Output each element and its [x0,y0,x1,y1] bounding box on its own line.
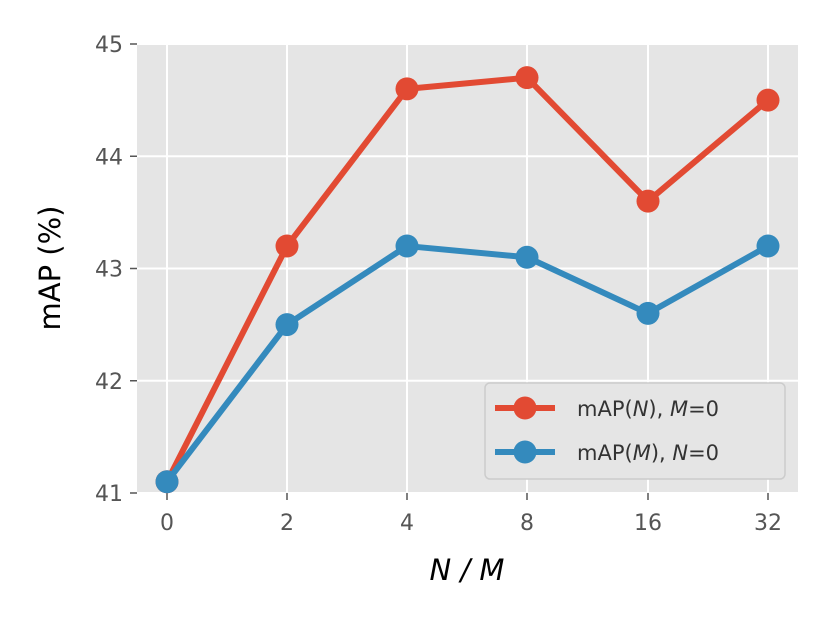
x-tick-label: 2 [280,511,294,536]
y-tick-label: 45 [95,33,123,58]
data-point [155,470,179,494]
series [155,66,780,494]
legend-label-variable: M [670,397,688,421]
data-point [756,88,780,112]
x-axis-ticks: 0 2 4 8 16 32 [160,493,782,536]
legend-label: mAP(M), N=0 [577,441,719,465]
legend-label: mAP(N), M=0 [577,397,719,421]
legend-label-variable: M [633,441,651,465]
legend-label-text: mAP( [577,397,633,421]
legend-marker [513,396,537,420]
data-point [275,313,299,337]
y-tick-label: 41 [95,482,123,507]
data-point [756,234,780,258]
x-tick-label: 8 [520,511,534,536]
legend-label-text: ), [651,441,673,465]
y-tick-label: 43 [95,258,123,283]
legend-label-text: =0 [688,397,719,421]
y-tick-label: 42 [95,370,123,395]
data-point [636,301,660,325]
y-tick-label: 44 [95,145,123,170]
legend-label-variable: N [672,441,688,465]
y-axis-label: mAP (%) [33,206,67,331]
data-point [275,234,299,258]
x-tick-label: 16 [634,511,662,536]
legend-label-text: ), [648,397,670,421]
y-axis-ticks: 41 42 43 44 45 [95,33,137,507]
data-point [395,234,419,258]
x-tick-label: 0 [160,511,174,536]
x-tick-label: 4 [400,511,414,536]
data-point [515,66,539,90]
data-point [636,189,660,213]
legend-label-variable: N [633,397,649,421]
legend-label-text: =0 [688,441,719,465]
legend-label-text: mAP( [577,441,633,465]
series-line-1 [164,74,771,485]
legend-marker [513,440,537,464]
data-point [395,77,419,101]
data-point [515,245,539,269]
x-tick-label: 32 [754,511,782,536]
legend-box [484,382,786,480]
series-line-2 [164,243,771,485]
x-axis-label: N / M [430,553,505,587]
